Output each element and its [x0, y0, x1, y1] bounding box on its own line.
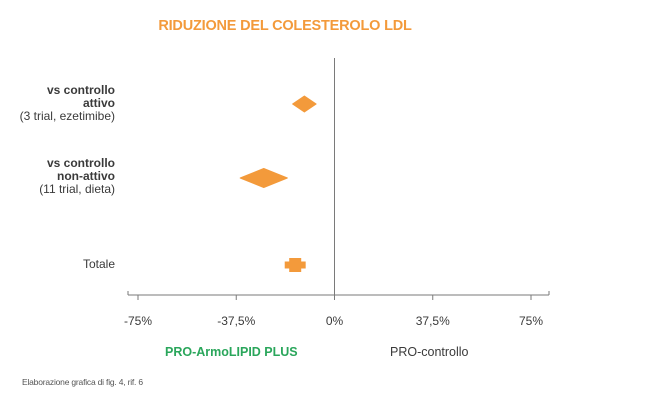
- row-label-non-active-control: vs controllo non-attivo (11 trial, dieta…: [39, 157, 115, 196]
- row-label-total-text: Totale: [82, 257, 115, 271]
- x-tick-label: 0%: [326, 314, 344, 328]
- x-tick-label: 75%: [519, 314, 543, 328]
- source-note: Elaborazione grafica di fig. 4, rif. 6: [22, 377, 143, 387]
- chart-title: RIDUZIONE DEL COLESTEROLO LDL: [158, 18, 412, 34]
- x-tick-label: -37,5%: [217, 314, 255, 328]
- estimate-diamond: [292, 95, 317, 113]
- estimate-diamond: [239, 168, 288, 188]
- row-label-active-line1: vs controllo: [46, 83, 115, 97]
- row-label-active-control: vs controllo attivo (3 trial, ezetimibe): [20, 84, 115, 123]
- row-label-active-line2: attivo: [82, 96, 115, 110]
- row-label-non-active-line2: non-attivo: [57, 169, 115, 183]
- row-label-non-active-line1: vs controllo: [46, 156, 115, 170]
- row-note-non-active: (11 trial, dieta): [39, 182, 115, 196]
- x-tick-label: 37,5%: [416, 314, 450, 328]
- x-tick-label: -75%: [124, 314, 152, 328]
- favors-control-label: PRO-controllo: [390, 345, 469, 359]
- row-label-total: Totale: [83, 258, 115, 271]
- row-note-active: (3 trial, ezetimibe): [19, 109, 115, 123]
- favors-armolipid-label: PRO-ArmoLIPID PLUS: [165, 345, 298, 359]
- estimate-square: [289, 258, 302, 272]
